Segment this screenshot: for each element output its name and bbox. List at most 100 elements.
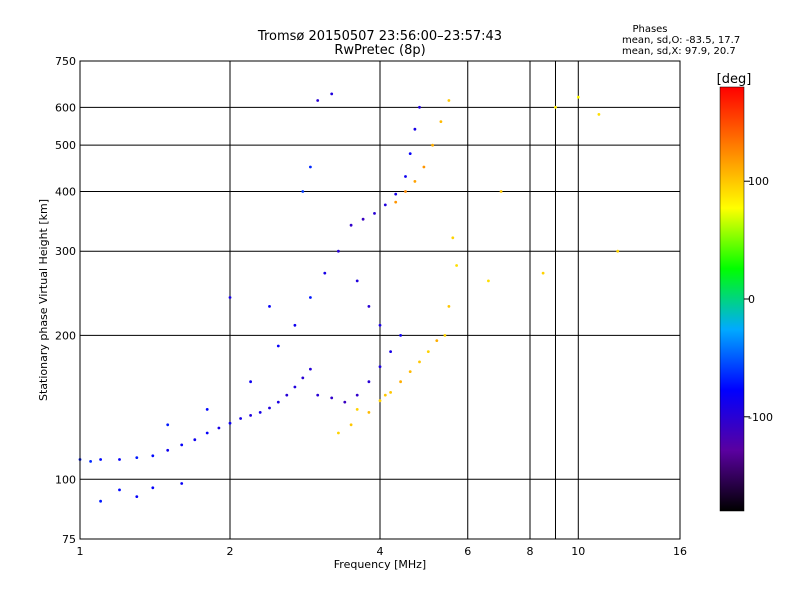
data-point <box>443 334 447 337</box>
data-point <box>309 165 312 169</box>
y-tick-label: 100 <box>55 473 76 486</box>
data-point <box>404 175 407 178</box>
data-point <box>249 414 253 417</box>
data-point <box>597 113 601 116</box>
data-point <box>135 495 139 498</box>
data-point <box>309 367 312 371</box>
data-point <box>135 456 139 459</box>
colorbar-tick-label: 100 <box>748 175 769 188</box>
data-point <box>378 399 382 403</box>
x-tick-label: 2 <box>227 545 234 558</box>
data-point <box>349 423 353 427</box>
data-point <box>293 385 297 389</box>
data-point <box>301 190 305 193</box>
chart-title: Tromsø 20150507 23:56:00–23:57:43 <box>257 29 502 44</box>
data-point <box>309 296 312 299</box>
phases-x-mode: mean, sd,X: 97.9, 20.7 <box>622 46 736 57</box>
data-point <box>422 165 426 169</box>
y-tick-label: 400 <box>55 185 76 198</box>
data-point <box>404 190 407 193</box>
data-point <box>330 92 334 96</box>
data-point <box>337 249 340 253</box>
data-point <box>355 279 359 283</box>
phases-title: Phases <box>632 24 667 35</box>
data-point <box>378 365 382 369</box>
data-point <box>447 305 451 308</box>
data-point <box>228 421 232 425</box>
y-tick-label: 200 <box>55 329 76 342</box>
data-point <box>361 217 365 221</box>
scatter-points <box>78 92 620 503</box>
x-tick-label: 16 <box>673 545 687 558</box>
data-point <box>89 460 92 463</box>
data-point <box>118 458 121 461</box>
data-point <box>367 305 371 308</box>
data-point <box>330 396 334 400</box>
y-tick-label: 300 <box>55 245 76 258</box>
data-point <box>541 271 545 275</box>
data-point <box>394 192 398 196</box>
y-tick-label: 600 <box>55 101 76 114</box>
data-point <box>399 334 402 337</box>
data-point <box>276 400 280 404</box>
x-tick-label: 1 <box>77 545 84 558</box>
data-point <box>451 236 455 240</box>
data-point <box>413 127 417 131</box>
data-point <box>293 323 297 327</box>
data-point <box>205 431 209 435</box>
data-point <box>239 417 243 420</box>
y-ticks: 75 100 200 300 400 500 600 750 <box>55 55 76 546</box>
data-point <box>151 454 155 458</box>
x-tick-label: 4 <box>377 545 384 558</box>
phases-o-mode: mean, sd,O: -83.5, 17.7 <box>622 35 740 46</box>
data-point <box>217 426 221 430</box>
data-point <box>616 249 620 253</box>
data-point <box>383 393 387 397</box>
data-point <box>268 305 271 308</box>
data-point <box>373 212 376 215</box>
data-point <box>399 380 402 384</box>
data-point <box>435 339 439 342</box>
data-point <box>343 400 347 404</box>
data-point <box>367 411 371 414</box>
data-point <box>316 99 320 102</box>
data-point <box>431 143 434 147</box>
x-axis-label: Frequency [MHz] <box>334 558 426 571</box>
colorbar <box>719 86 745 512</box>
data-point <box>301 376 305 380</box>
data-point <box>99 458 102 461</box>
x-tick-label: 6 <box>464 545 471 558</box>
data-point <box>455 264 458 267</box>
data-point <box>447 99 451 102</box>
data-point <box>487 279 490 283</box>
data-point <box>193 438 197 442</box>
data-point <box>118 488 121 492</box>
colorbar-label: [deg] <box>717 72 752 87</box>
data-point <box>408 370 412 373</box>
data-point <box>408 152 412 156</box>
colorbar-tick-label: 0 <box>748 293 755 306</box>
data-point <box>166 448 170 452</box>
plot-grid <box>79 60 681 540</box>
data-point <box>316 393 320 397</box>
data-point <box>418 105 421 109</box>
data-point <box>413 180 417 183</box>
data-point <box>439 120 443 123</box>
y-tick-label: 75 <box>62 533 76 546</box>
y-tick-label: 750 <box>55 55 76 68</box>
x-tick-label: 10 <box>571 545 585 558</box>
data-point <box>349 223 353 227</box>
data-point <box>383 203 387 207</box>
data-point <box>323 271 327 275</box>
data-point <box>205 408 209 411</box>
data-point <box>268 406 271 410</box>
data-point <box>378 323 382 327</box>
data-point <box>389 391 392 394</box>
x-tick-label: 8 <box>527 545 534 558</box>
data-point <box>355 393 359 397</box>
data-point <box>426 350 430 353</box>
y-tick-label: 500 <box>55 139 76 152</box>
data-point <box>258 411 262 414</box>
data-point <box>228 296 232 299</box>
